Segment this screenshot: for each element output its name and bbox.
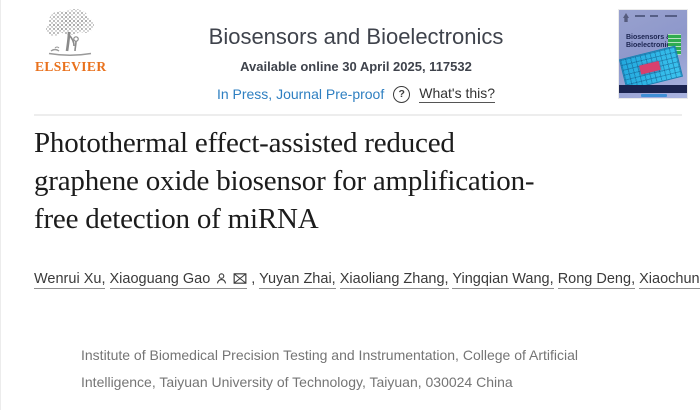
author-name: Yuyan Zhai <box>259 271 332 287</box>
cover-bottom-bar <box>619 85 687 93</box>
author-link[interactable]: Wenrui Xu, <box>34 271 106 289</box>
cover-biochip-core <box>639 60 661 75</box>
author-name: Wenrui Xu <box>34 271 102 287</box>
cover-top-text <box>650 15 658 17</box>
author-list: Wenrui Xu, Xiaoguang Gao , Yuyan Zhai, X… <box>34 265 700 294</box>
in-press-link[interactable]: In Press, Journal Pre-proof <box>216 86 385 102</box>
publisher-name: ELSEVIER <box>35 59 107 74</box>
cover-top-text <box>635 15 645 17</box>
author-link[interactable]: Xiaochun Li <box>639 271 700 289</box>
author-name: Rong Deng <box>557 271 632 287</box>
author-name: Xiaochun Li <box>639 271 700 287</box>
affiliation: Institute of Biomedical Precision Testin… <box>81 342 578 396</box>
author-name: Yingqian Wang <box>452 271 550 287</box>
journal-cover-thumbnail[interactable]: Biosensors & Bioelectronics <box>619 10 687 98</box>
help-icon[interactable]: ? <box>393 85 411 103</box>
author-name: Xiaoliang Zhang <box>339 271 445 287</box>
person-icon <box>217 273 227 284</box>
author-separator: , <box>247 271 260 287</box>
article-title-line: Photothermal effect-assisted reduced <box>34 127 455 159</box>
envelope-icon <box>233 273 247 284</box>
author-link[interactable]: Xiaoliang Zhang, <box>339 271 449 289</box>
affiliation-line: Intelligence, Taiyuan University of Tech… <box>81 374 513 390</box>
cover-journal-title: Biosensors & Bioelectronics <box>626 34 675 49</box>
cover-elsevier-icon <box>623 13 629 22</box>
journal-header: Biosensors and Bioelectronics Available … <box>116 24 596 103</box>
author-link[interactable]: Rong Deng, <box>557 271 636 289</box>
cover-homepage-text <box>641 94 667 97</box>
availability-text: Available online 30 April 2025, 117532 <box>240 59 472 74</box>
cover-biochip-image <box>619 45 684 91</box>
author-link[interactable]: Yingqian Wang, <box>452 271 554 289</box>
article-title: Photothermal effect-assisted reduced gra… <box>34 124 694 238</box>
elsevier-logo[interactable]: ELSEVIER <box>35 8 107 75</box>
status-row: In Press, Journal Pre-proof ? What's thi… <box>116 85 596 103</box>
header-divider <box>34 114 682 116</box>
author-link[interactable]: Yuyan Zhai, <box>259 271 336 289</box>
author-name: Xiaoguang Gao <box>109 271 211 287</box>
journal-title-link[interactable]: Biosensors and Bioelectronics <box>208 24 504 49</box>
whats-this-link[interactable]: What's this? <box>419 85 496 103</box>
article-title-line: free detection of miRNA <box>34 203 319 235</box>
article-title-line: graphene oxide biosensor for amplificati… <box>34 165 535 197</box>
affiliation-line: Institute of Biomedical Precision Testin… <box>81 347 578 363</box>
cover-top-text <box>665 15 677 17</box>
elsevier-tree-icon <box>46 9 94 56</box>
author-link[interactable]: Xiaoguang Gao <box>109 271 248 289</box>
